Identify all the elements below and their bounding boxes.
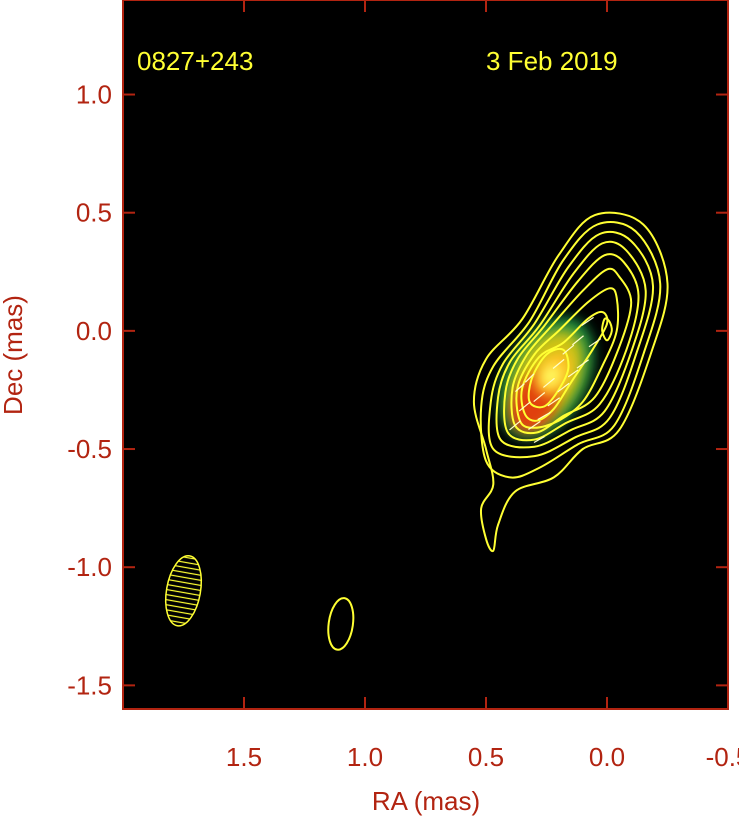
contour-line bbox=[495, 240, 647, 449]
x-tick-label: 0.5 bbox=[468, 742, 504, 772]
polarization-vector bbox=[562, 344, 575, 355]
beam-ellipse bbox=[164, 555, 203, 627]
x-tick-label: -0.5 bbox=[706, 742, 739, 772]
contour-line bbox=[479, 221, 662, 479]
polarization-vector bbox=[514, 383, 525, 392]
y-tick-label: 0.5 bbox=[76, 198, 112, 228]
contour-line bbox=[520, 310, 609, 422]
polarization-vector bbox=[552, 358, 565, 369]
polarization-vector-layer bbox=[509, 316, 602, 444]
plot-background bbox=[123, 0, 728, 709]
x-tick-label: 0.0 bbox=[589, 742, 625, 772]
contour-line bbox=[487, 231, 655, 459]
polarization-vector bbox=[547, 397, 561, 407]
polarization-vector bbox=[537, 411, 551, 421]
polarization-vector bbox=[509, 420, 521, 431]
beam-layer bbox=[164, 555, 355, 651]
contour-line bbox=[515, 287, 620, 429]
y-tick-label: -1.0 bbox=[67, 552, 112, 582]
polarization-vector bbox=[533, 436, 545, 444]
plot-frame bbox=[122, 0, 729, 710]
polarization-vector bbox=[557, 382, 570, 393]
polarization-vector bbox=[528, 420, 541, 430]
secondary-ellipse bbox=[327, 597, 355, 651]
contour-line bbox=[527, 347, 570, 409]
polarization-vector bbox=[518, 401, 531, 412]
contour-line bbox=[601, 317, 613, 342]
y-axis-ticks: 1.0 0.5 0.0 -0.5 -1.0 -1.5 bbox=[67, 80, 728, 700]
y-tick-label: -0.5 bbox=[67, 434, 112, 464]
polarization-vector bbox=[542, 377, 555, 388]
polarization-vector bbox=[581, 316, 594, 326]
contour-line bbox=[503, 253, 640, 442]
y-tick-label: 0.0 bbox=[76, 316, 112, 346]
polarization-vector bbox=[572, 335, 584, 346]
x-axis-ticks: 1.5 1.0 0.5 0.0 -0.5 bbox=[226, 0, 739, 772]
date-label: 3 Feb 2019 bbox=[486, 46, 618, 76]
polarization-vector bbox=[588, 338, 602, 348]
source-label: 0827+243 bbox=[137, 46, 253, 76]
polarization-vector bbox=[567, 369, 579, 378]
contour-line bbox=[472, 211, 669, 553]
y-tick-label: -1.5 bbox=[67, 670, 112, 700]
contour-line bbox=[510, 267, 633, 435]
polarization-vector bbox=[524, 373, 535, 383]
x-tick-label: 1.5 bbox=[226, 742, 262, 772]
y-axis-title: Dec (mas) bbox=[0, 295, 28, 415]
polarization-vector bbox=[533, 392, 546, 403]
x-tick-label: 1.0 bbox=[347, 742, 383, 772]
polarization-vector bbox=[576, 359, 590, 369]
contour-layer bbox=[472, 211, 669, 553]
y-tick-label: 1.0 bbox=[76, 80, 112, 110]
x-axis-title: RA (mas) bbox=[372, 786, 480, 816]
intensity-blob bbox=[542, 364, 561, 387]
